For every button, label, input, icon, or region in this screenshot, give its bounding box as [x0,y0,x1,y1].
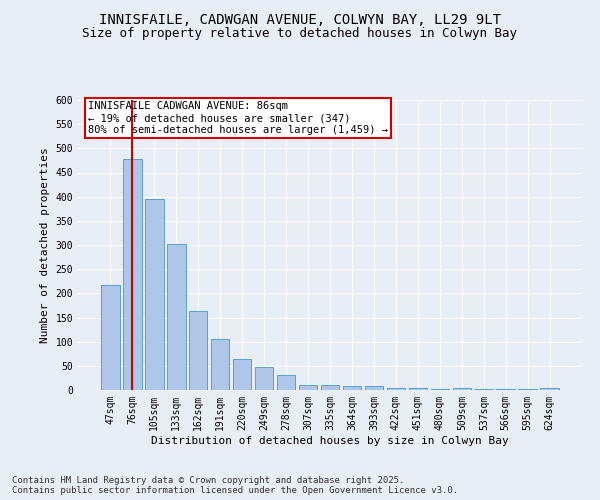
Bar [277,374,295,390]
Bar [123,159,142,390]
Bar [409,388,427,390]
Bar [475,389,493,390]
Y-axis label: Number of detached properties: Number of detached properties [40,147,50,343]
Bar [431,389,449,390]
Bar [233,358,251,390]
Bar [365,386,383,390]
Bar [518,389,537,390]
Text: Size of property relative to detached houses in Colwyn Bay: Size of property relative to detached ho… [83,28,517,40]
Bar [211,339,229,390]
Bar [167,244,185,390]
X-axis label: Distribution of detached houses by size in Colwyn Bay: Distribution of detached houses by size … [151,436,509,446]
Bar [145,199,164,390]
Text: INNISFAILE, CADWGAN AVENUE, COLWYN BAY, LL29 9LT: INNISFAILE, CADWGAN AVENUE, COLWYN BAY, … [99,12,501,26]
Bar [101,284,119,390]
Bar [255,368,274,390]
Text: INNISFAILE CADWGAN AVENUE: 86sqm
← 19% of detached houses are smaller (347)
80% : INNISFAILE CADWGAN AVENUE: 86sqm ← 19% o… [88,102,388,134]
Bar [452,388,471,390]
Bar [320,385,340,390]
Bar [496,389,515,390]
Bar [386,388,405,390]
Bar [299,385,317,390]
Bar [189,311,208,390]
Text: Contains HM Land Registry data © Crown copyright and database right 2025.
Contai: Contains HM Land Registry data © Crown c… [12,476,458,495]
Bar [343,386,361,390]
Bar [541,388,559,390]
